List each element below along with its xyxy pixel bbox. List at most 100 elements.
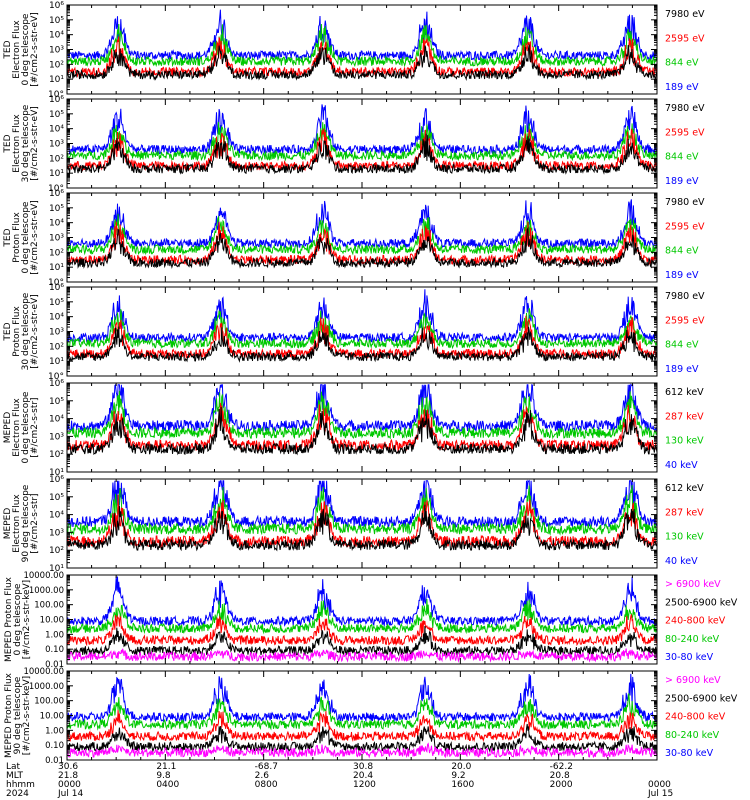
series-trace-4 xyxy=(67,383,657,433)
legend-entry: 844 eV xyxy=(665,152,699,163)
traces xyxy=(67,104,657,175)
y-tick-label: 10¹ xyxy=(49,169,64,179)
legend-entry: 240-800 keV xyxy=(665,712,726,723)
y-tick-label: 10° xyxy=(48,372,64,382)
hhmm-value: 2000 xyxy=(550,780,573,790)
y-axis-label: MEPED xyxy=(3,508,13,540)
traces xyxy=(67,199,657,269)
y-tick-label: 10.00 xyxy=(40,616,64,626)
y-axis-label: MEPED Proton Flux xyxy=(4,672,14,758)
y-tick-label: 10² xyxy=(49,60,64,70)
panel-5: 10¹ 10² 10³ 10⁴ 10⁵ 10⁶ MEPED Electron Flux 0 de… xyxy=(3,379,704,478)
legend-entry: > 6900 keV xyxy=(665,675,721,686)
series-trace-4 xyxy=(67,9,657,62)
series-trace-3 xyxy=(67,213,657,256)
y-tick-label: 10⁴ xyxy=(49,31,64,41)
y-tick-label: 10° xyxy=(48,184,64,194)
series-trace-4 xyxy=(67,104,657,156)
panel-4: 10° 10¹ 10² 10³ 10⁴ 10⁵ 10⁶ TED Proton Flux 30 de… xyxy=(3,283,705,382)
lat-value: -68.7 xyxy=(255,762,278,772)
legend-entry: 844 eV xyxy=(665,58,699,69)
panel-frame xyxy=(66,4,658,95)
y-tick-label: 10² xyxy=(49,248,64,258)
y-tick-label: 10⁵ xyxy=(49,298,64,308)
mlt-value: 20.4 xyxy=(353,771,373,781)
x-row-label: Lat xyxy=(6,762,21,772)
traces xyxy=(67,576,657,663)
series-trace-3 xyxy=(67,390,657,440)
date-value: Jul 15 xyxy=(647,789,673,799)
y-axis-label: [#/cm2-s-str-keV] xyxy=(22,580,32,659)
y-axis-label: 0 deg telescope xyxy=(21,391,31,463)
y-axis-label: 30 deg telescope xyxy=(21,292,31,370)
legend-entry: 30-80 keV xyxy=(665,652,714,663)
y-axis-label: TED xyxy=(3,322,13,341)
panel-3: 10° 10¹ 10² 10³ 10⁴ 10⁵ 10⁶ TED Proton Flux 0 deg… xyxy=(3,189,705,288)
y-tick-label: 1000.00 xyxy=(29,586,64,596)
y-tick-label: 10² xyxy=(49,342,64,352)
series-trace-3 xyxy=(67,308,657,350)
hhmm-value: 0800 xyxy=(255,780,278,790)
legend-entry: 7980 eV xyxy=(665,103,705,114)
series-trace-2 xyxy=(67,625,657,657)
traces xyxy=(67,289,657,363)
y-axis-label: [#/cm2-s-str-eV] xyxy=(30,106,40,181)
panel-8: 0.01 0.10 1.00 10.00 100.00 1000.00 10000.00 ME… xyxy=(4,667,738,766)
y-tick-label: 10¹ xyxy=(49,75,64,85)
y-tick-label: 10° xyxy=(48,90,64,100)
mlt-value: 2.6 xyxy=(255,771,270,781)
legend-entry: 612 keV xyxy=(665,387,704,398)
y-tick-label: 10⁴ xyxy=(49,219,64,229)
panel-2: 10° 10¹ 10² 10³ 10⁴ 10⁵ 10⁶ TED Electron Flux 30 … xyxy=(3,95,705,194)
y-tick-label: 0.10 xyxy=(45,645,64,655)
y-axis-label: [#/cm2-s-str-eV] xyxy=(30,294,40,369)
lat-value: 20.0 xyxy=(451,762,471,772)
hhmm-value: 1600 xyxy=(451,780,474,790)
y-axis-label: MEPED Proton Flux xyxy=(4,576,14,662)
y-axis-label: [#/cm2-s-str] xyxy=(30,493,40,553)
y-axis-label: [#/cm2-s-str] xyxy=(30,397,40,457)
legend-entry: 612 keV xyxy=(665,483,704,494)
series-trace-1 xyxy=(67,326,657,363)
series-trace-3 xyxy=(67,23,657,68)
panel-1: 10° 10¹ 10² 10³ 10⁴ 10⁵ 10⁶ TED Electron Flux 0 d… xyxy=(3,1,705,100)
legend-entry: 2595 eV xyxy=(665,127,705,138)
y-axis-label: 30 deg telescope xyxy=(21,104,31,182)
legend-entry: 2595 eV xyxy=(665,33,705,44)
legend-entry: 30-80 keV xyxy=(665,748,714,759)
y-axis-label: Electron Flux xyxy=(12,20,22,79)
y-tick-label: 0.01 xyxy=(45,660,64,670)
y-tick-label: 10.00 xyxy=(40,712,64,722)
y-tick-label: 0.10 xyxy=(45,741,64,751)
panel-7: 0.01 0.10 1.00 10.00 100.00 1000.00 10000.00 ME… xyxy=(4,571,738,670)
y-tick-label: 10¹ xyxy=(49,263,64,273)
legend-entry: > 6900 keV xyxy=(665,579,721,590)
y-axis-label: TED xyxy=(3,228,13,247)
y-axis-label: Proton Flux xyxy=(12,306,22,357)
y-axis-label: 90 deg telescope xyxy=(21,484,31,562)
y-tick-label: 10³ xyxy=(49,140,64,150)
legend-entry: 189 eV xyxy=(665,82,699,93)
hhmm-value: 0000 xyxy=(58,780,81,790)
y-tick-label: 10⁴ xyxy=(49,313,64,323)
legend-entry: 80-240 keV xyxy=(665,634,720,645)
y-tick-label: 10¹ xyxy=(49,468,64,478)
x-row-label: MLT xyxy=(6,771,24,781)
y-tick-label: 10³ xyxy=(49,234,64,244)
y-tick-label: 1.00 xyxy=(45,726,64,736)
y-tick-label: 10⁶ xyxy=(49,95,64,105)
y-tick-label: 10⁵ xyxy=(49,16,64,26)
y-axis-label: MEPED xyxy=(3,412,13,444)
y-axis-label: Electron Flux xyxy=(12,494,22,553)
lat-value: -62.2 xyxy=(550,762,573,772)
y-tick-label: 10³ xyxy=(49,432,64,442)
lat-value: 21.1 xyxy=(156,762,176,772)
y-tick-label: 10⁶ xyxy=(49,1,64,11)
y-tick-label: 10⁵ xyxy=(49,110,64,120)
legend-entry: 844 eV xyxy=(665,246,699,257)
y-axis-label: TED xyxy=(3,134,13,153)
legend-entry: 7980 eV xyxy=(665,291,705,302)
legend-entry: 40 keV xyxy=(665,556,698,567)
